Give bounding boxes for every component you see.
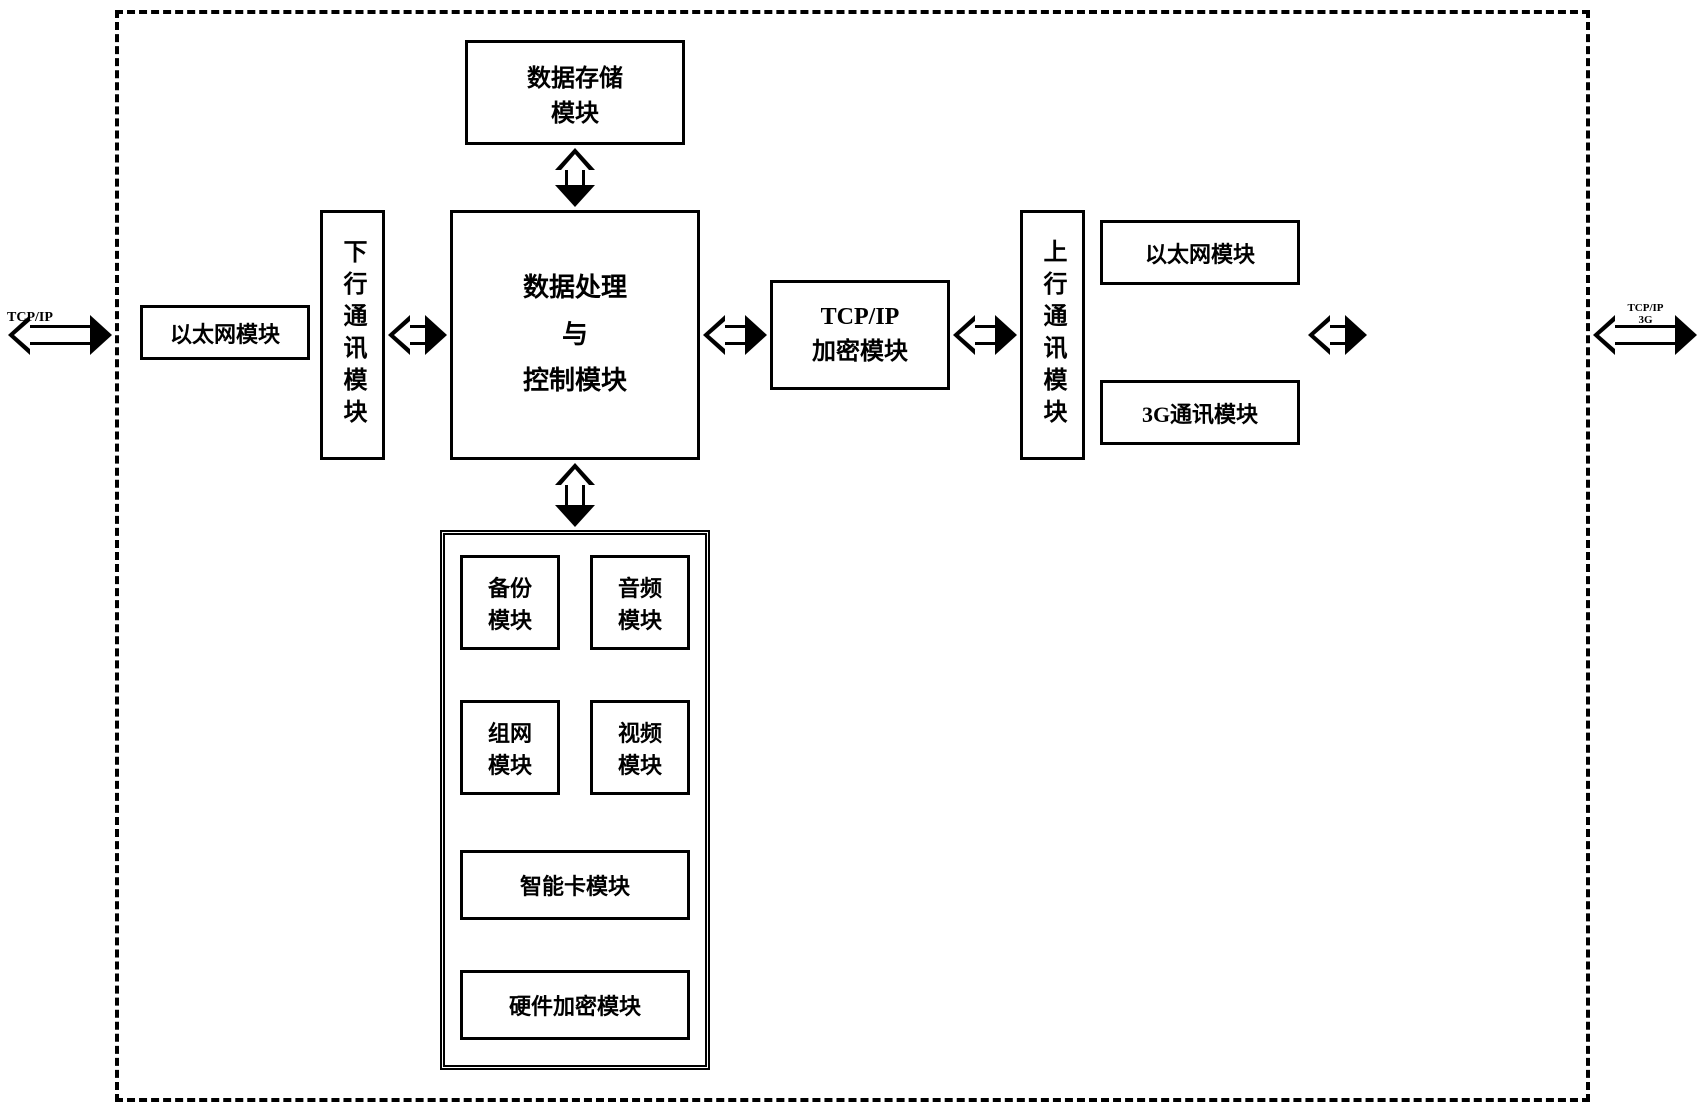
tcpip-enc-label: TCP/IP 加密模块	[812, 304, 908, 366]
video-label: 视频 模块	[618, 716, 662, 780]
arrow-enc-up	[975, 325, 995, 345]
core-label: 数据处理 与 控制模块	[523, 265, 627, 405]
node-smartcard: 智能卡模块	[460, 850, 690, 920]
node-ethernet-right: 以太网模块	[1100, 220, 1300, 285]
node-ethernet-left: 以太网模块	[140, 305, 310, 360]
hw-enc-label: 硬件加密模块	[509, 989, 641, 1021]
arrow-storage-core	[565, 170, 585, 185]
node-video: 视频 模块	[590, 700, 690, 795]
node-audio: 音频 模块	[590, 555, 690, 650]
arrow-ext-right	[1615, 325, 1675, 345]
ethernet-right-label: 以太网模块	[1145, 237, 1255, 269]
uplink-label: 上行通讯模块	[1035, 239, 1070, 431]
network-label: 组网 模块	[488, 716, 532, 780]
ethernet-left-label: 以太网模块	[170, 317, 280, 349]
node-tcpip-enc: TCP/IP 加密模块	[770, 280, 950, 390]
node-storage: 数据存储 模块	[465, 40, 685, 145]
backup-label: 备份 模块	[488, 571, 532, 635]
audio-label: 音频 模块	[618, 571, 662, 635]
smartcard-label: 智能卡模块	[520, 869, 630, 901]
node-core: 数据处理 与 控制模块	[450, 210, 700, 460]
node-3g: 3G通讯模块	[1100, 380, 1300, 445]
node-network: 组网 模块	[460, 700, 560, 795]
arrow-up-right	[1330, 325, 1345, 345]
arrow-ext-left	[30, 325, 90, 345]
downlink-label: 下行通讯模块	[335, 239, 370, 431]
arrow-core-aux	[565, 485, 585, 505]
external-right-label: TCP/IP 3G	[1618, 302, 1673, 326]
diagram-container	[115, 10, 1590, 1102]
node-hw-enc: 硬件加密模块	[460, 970, 690, 1040]
g3-label: 3G通讯模块	[1142, 397, 1258, 429]
storage-label: 数据存储 模块	[527, 58, 623, 128]
node-uplink: 上行通讯模块	[1020, 210, 1085, 460]
arrow-down-core	[410, 325, 425, 345]
arrow-core-enc	[725, 325, 745, 345]
node-downlink: 下行通讯模块	[320, 210, 385, 460]
node-backup: 备份 模块	[460, 555, 560, 650]
